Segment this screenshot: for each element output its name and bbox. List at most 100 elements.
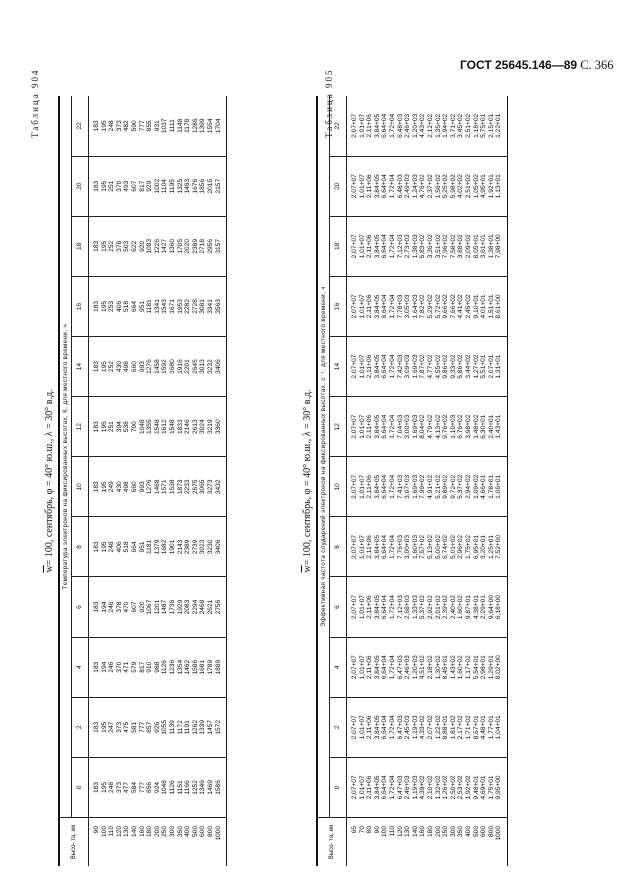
value-cell: 581 [130, 721, 138, 733]
value-cell: 7,58+02 [449, 234, 457, 259]
value-cell: 2675 [191, 479, 199, 495]
height-cell: 140 [411, 826, 419, 838]
value-cell: 1,24+03 [411, 174, 419, 199]
value-cell: 1,72+04 [388, 474, 396, 499]
value-cell: 1,26+02 [442, 775, 450, 800]
value-cell: 183 [93, 661, 100, 673]
value-cell: 6,64+04 [381, 534, 389, 559]
value-cell: 3219 [206, 419, 214, 435]
value-cell: 3,84+05 [373, 775, 381, 800]
value-cell: 2146 [184, 419, 192, 435]
value-cell: 3,20+01 [480, 534, 488, 559]
value-cell: 1,60+03 [411, 534, 419, 559]
value-cell: 1181 [146, 299, 154, 314]
height-cell: 500 [191, 826, 199, 838]
value-cell: 1379 [153, 539, 161, 555]
value-cell: 1002 [153, 178, 161, 194]
value-cell: 2389 [184, 539, 192, 555]
value-cell: 6,64+04 [381, 354, 389, 379]
table-caption: Температура электронов на фиксированных … [59, 96, 72, 818]
value-cell: 2,68+03 [404, 595, 412, 620]
value-cell: 1889 [214, 659, 222, 675]
value-cell: 3406 [214, 539, 222, 555]
value-cell: 3,71+02 [449, 113, 457, 138]
value-cell: 4,69+01 [480, 775, 488, 800]
value-cell: 3,84+05 [373, 113, 381, 138]
hour-header: 6 [329, 577, 347, 638]
hour-header: 16 [71, 276, 89, 337]
value-cell: 1,72+04 [388, 595, 396, 620]
value-cell: 9,89+02 [442, 474, 450, 499]
height-cell: 65 [351, 826, 358, 834]
value-cell: 926 [153, 721, 161, 733]
value-cell: 503 [123, 240, 131, 252]
value-cell: 9,48+01 [472, 775, 480, 800]
height-cell: 90 [373, 826, 381, 834]
value-cell: 183 [93, 421, 100, 433]
value-cell: 1,75+01 [487, 775, 495, 800]
value-cell: 373 [115, 721, 123, 733]
value-cell: 5,00+02 [434, 534, 442, 559]
value-cell: 1,78+01 [487, 474, 495, 499]
value-cell: 195 [100, 481, 108, 493]
value-cell: 6,64+04 [381, 294, 389, 319]
value-cell: 4,91+02 [426, 474, 434, 499]
table-caption: Эффективная частота соударений электроно… [317, 96, 330, 818]
value-cell: 1,17+02 [464, 655, 472, 680]
value-cell: 8,61+00 [495, 294, 503, 319]
value-cell: 4,01+01 [480, 294, 488, 319]
value-cell: 1276 [146, 479, 154, 495]
value-cell: 3,88+02 [457, 234, 465, 259]
value-column: 2,07+07 1,01+07 2,11+06 3,84+05 6,64+04 1,72+… [346, 156, 508, 217]
value-cell: 3,84+05 [373, 174, 381, 199]
value-cell: 6,95+01 [472, 534, 480, 559]
value-cell: 3406 [214, 359, 222, 374]
value-cell: 2294 [191, 599, 199, 615]
value-cell: 1,72+04 [388, 715, 396, 740]
value-cell: 1681 [199, 659, 207, 675]
hour-header: 12 [329, 396, 347, 457]
value-cell: 1055 [161, 719, 169, 735]
value-cell: 607 [130, 601, 138, 613]
value-cell: 406 [115, 300, 123, 312]
value-cell: 2,09+02 [464, 234, 472, 259]
value-cell: 1789 [206, 659, 214, 675]
value-cell: 2468 [199, 599, 207, 615]
value-cell: 3157 [214, 238, 222, 254]
height-cell: 130 [123, 826, 131, 838]
value-cell: 3,84+05 [373, 354, 381, 379]
value-cell: 1,01+07 [358, 715, 366, 740]
value-column: 183 194 246 370 471 579 817 910 988 1126 1236 1354 1… [88, 637, 227, 698]
value-cell: 1,19+03 [411, 715, 419, 740]
value-cell: 1,04+01 [495, 715, 503, 740]
value-cell: 2,11+06 [366, 535, 374, 559]
value-cell: 2,10+02 [426, 775, 434, 800]
value-cell: 988 [153, 661, 161, 673]
value-cell: 3,84+05 [373, 294, 381, 319]
value-cell: 1457 [206, 719, 214, 735]
value-cell: 1736 [168, 599, 176, 615]
value-cell: 195 [100, 300, 108, 312]
value-cell: 1,09+02 [472, 474, 480, 499]
value-cell: 1,72+04 [388, 113, 396, 138]
height-cell: 250 [161, 826, 169, 838]
hour-header: 18 [71, 216, 89, 277]
value-cell: 1612 [161, 419, 169, 435]
value-cell: 2,98+01 [480, 655, 488, 680]
value-cell: 1,18+02 [472, 113, 480, 138]
value-cell: 5,21+02 [434, 474, 442, 499]
value-cell: 1462 [184, 659, 192, 675]
value-cell: 378 [115, 601, 123, 613]
value-cell: 4,39+02 [419, 775, 427, 800]
value-cell: 2,01+02 [434, 595, 442, 620]
value-cell: 1,72+04 [388, 775, 396, 800]
height-cell: 120 [115, 826, 123, 838]
value-cell: 1286 [191, 118, 199, 134]
value-cell: 195 [100, 361, 108, 373]
height-cell: 300 [449, 826, 457, 838]
value-cell: 1,69+03 [411, 354, 419, 379]
value-cell: 2,11+06 [366, 475, 374, 499]
height-cell: 160 [138, 826, 146, 838]
value-cell: 9,64+00 [487, 595, 495, 620]
height-cell: 160 [419, 826, 427, 838]
